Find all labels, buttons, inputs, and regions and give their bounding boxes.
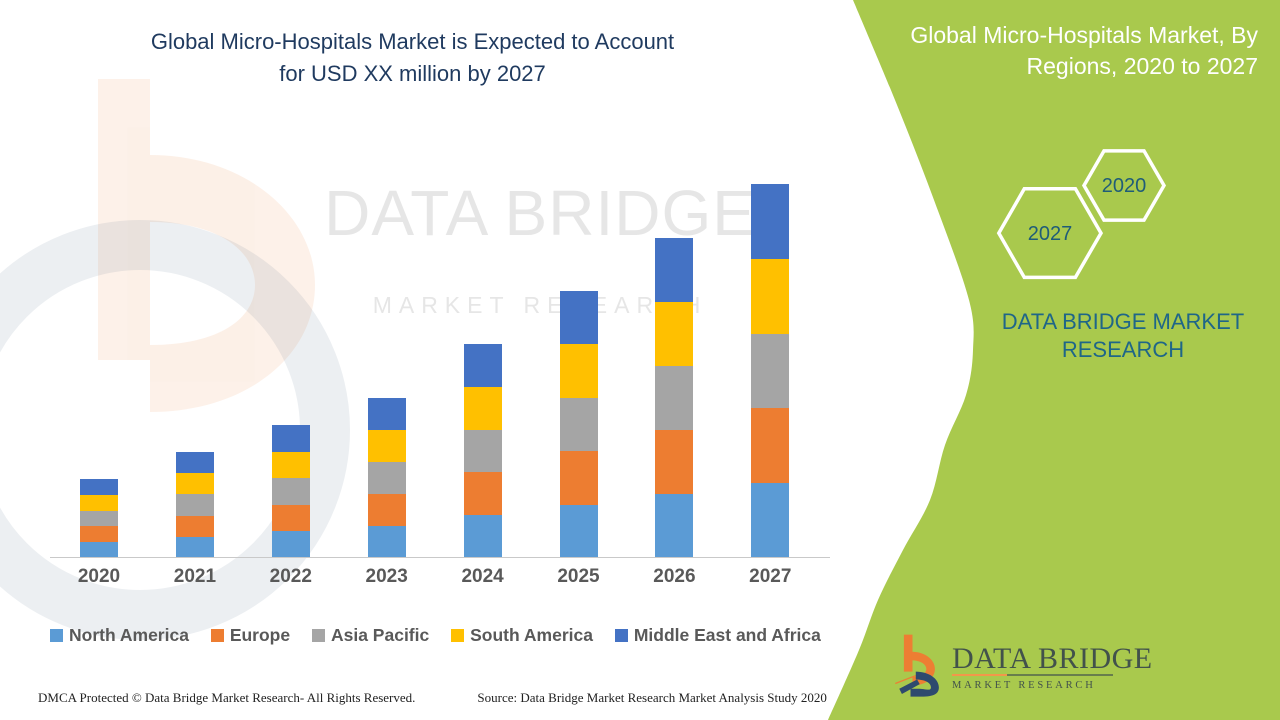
svg-text:2020: 2020 (1102, 175, 1147, 197)
svg-text:MARKET RESEARCH: MARKET RESEARCH (952, 680, 1096, 691)
svg-text:2027: 2027 (1028, 223, 1073, 245)
svg-text:DATA BRIDGE: DATA BRIDGE (952, 642, 1153, 675)
